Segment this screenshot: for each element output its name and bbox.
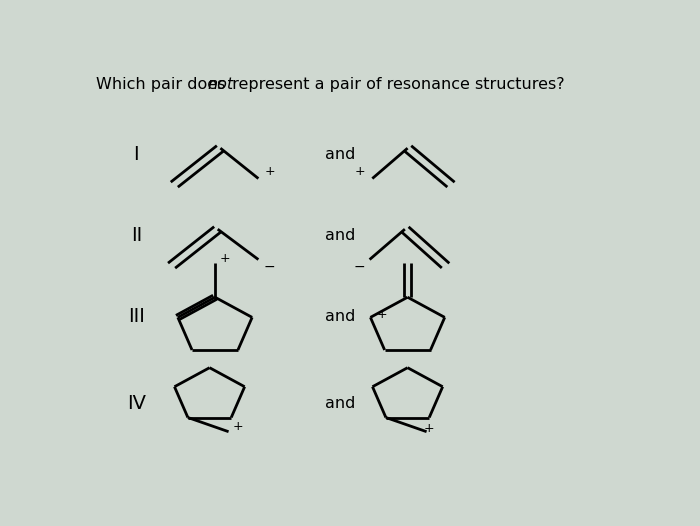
Text: +: + xyxy=(355,165,365,178)
Text: +: + xyxy=(377,308,388,321)
Text: +: + xyxy=(265,165,276,178)
Text: −: − xyxy=(354,260,365,274)
Text: and: and xyxy=(325,228,355,243)
Text: −: − xyxy=(263,260,275,274)
Text: IV: IV xyxy=(127,394,146,413)
Text: and: and xyxy=(325,309,355,324)
Text: I: I xyxy=(134,145,139,164)
Text: +: + xyxy=(219,252,230,265)
Text: and: and xyxy=(325,147,355,162)
Text: and: and xyxy=(325,396,355,411)
Text: II: II xyxy=(131,226,142,245)
Text: +: + xyxy=(424,422,435,436)
Text: Which pair does: Which pair does xyxy=(96,77,230,92)
Text: represent a pair of resonance structures?: represent a pair of resonance structures… xyxy=(228,77,565,92)
Text: III: III xyxy=(128,307,145,326)
Text: not: not xyxy=(208,77,234,92)
Text: +: + xyxy=(233,420,244,433)
